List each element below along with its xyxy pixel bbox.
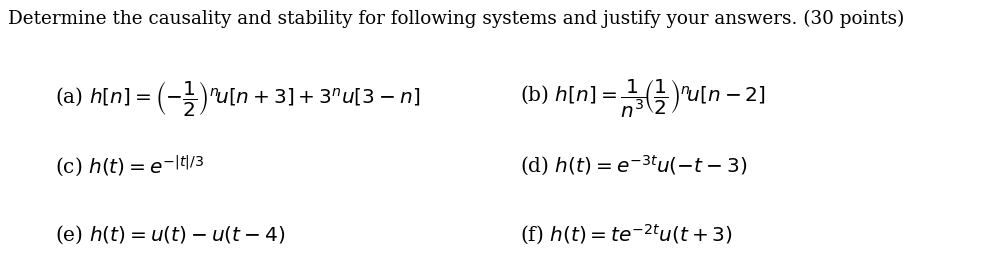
Text: (f) $h(t) = te^{-2t}u(t+3)$: (f) $h(t) = te^{-2t}u(t+3)$ [520, 223, 733, 247]
Text: (d) $h(t) = e^{-3t}u(-t-3)$: (d) $h(t) = e^{-3t}u(-t-3)$ [520, 154, 747, 178]
Text: Determine the causality and stability for following systems and justify your ans: Determine the causality and stability fo… [8, 9, 905, 28]
Text: (c) $h(t) = e^{-|t|/3}$: (c) $h(t) = e^{-|t|/3}$ [55, 153, 203, 179]
Text: (a) $h[n] = \left(-\dfrac{1}{2}\right)^{n}\! u[n+3] + 3^{n}u[3-n]$: (a) $h[n] = \left(-\dfrac{1}{2}\right)^{… [55, 79, 420, 118]
Text: (b) $h[n] = \dfrac{1}{n^3}\!\left(\dfrac{1}{2}\right)^{n}\! u[n-2]$: (b) $h[n] = \dfrac{1}{n^3}\!\left(\dfrac… [520, 77, 766, 120]
Text: (e) $h(t) = u(t) - u(t-4)$: (e) $h(t) = u(t) - u(t-4)$ [55, 224, 284, 246]
